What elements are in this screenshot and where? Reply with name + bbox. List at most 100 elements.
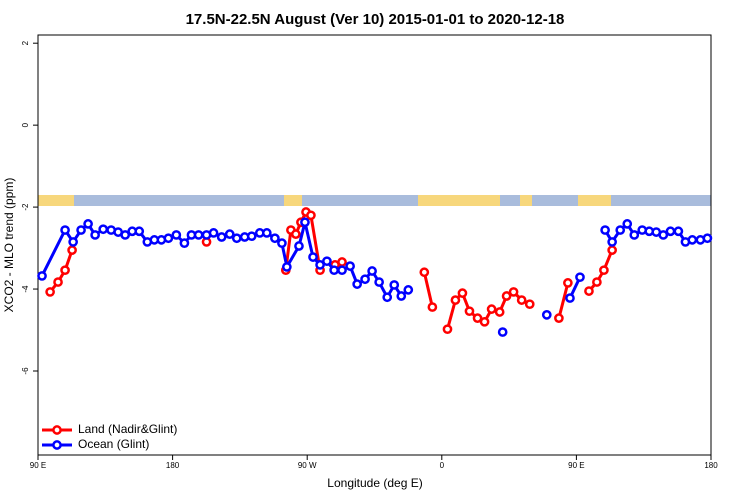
data-point xyxy=(472,313,483,323)
plot-frame xyxy=(37,34,712,456)
data-point xyxy=(306,210,316,221)
x-tick-label: 180 xyxy=(704,461,718,470)
y-axis-label: XCO2 - MLO trend (ppm) xyxy=(2,178,16,313)
data-point xyxy=(457,288,468,298)
data-point xyxy=(629,230,640,240)
legend-marker xyxy=(52,440,62,450)
data-point xyxy=(67,245,77,255)
data-point xyxy=(403,285,414,295)
chart-title: 17.5N-22.5N August (Ver 10) 2015-01-01 t… xyxy=(186,11,565,28)
data-point xyxy=(76,225,86,235)
data-point xyxy=(171,230,182,240)
data-point xyxy=(442,324,453,335)
y-tick-label: 0 xyxy=(21,122,30,127)
data-point xyxy=(37,271,47,281)
data-point xyxy=(494,307,505,317)
data-point xyxy=(282,262,292,272)
x-tick-label: 90 W xyxy=(298,461,317,470)
data-point xyxy=(134,226,145,237)
data-point xyxy=(98,224,109,235)
data-point xyxy=(277,238,287,249)
legend: Land (Nadir&Glint)Ocean (Glint) xyxy=(42,422,177,451)
data-point xyxy=(68,237,78,247)
data-point xyxy=(508,287,519,297)
legend-label: Ocean (Glint) xyxy=(78,437,149,451)
data-point xyxy=(565,293,575,303)
data-point xyxy=(45,287,55,297)
data-point xyxy=(294,241,304,251)
data-point xyxy=(600,225,610,235)
data-point xyxy=(486,304,497,314)
data-point xyxy=(554,313,564,323)
land-strip xyxy=(520,195,532,206)
data-point xyxy=(53,277,63,287)
data-point xyxy=(216,232,227,242)
data-point xyxy=(60,265,70,276)
data-point xyxy=(575,272,585,283)
data-point xyxy=(464,306,475,317)
y-tick-label: -2 xyxy=(21,203,30,211)
y-tick-label: 2 xyxy=(21,40,30,45)
data-point xyxy=(584,286,594,296)
data-point xyxy=(345,261,355,271)
data-point xyxy=(382,292,393,303)
data-point xyxy=(702,233,713,244)
data-point xyxy=(231,233,242,244)
data-point xyxy=(673,226,684,237)
x-tick-label: 180 xyxy=(166,461,180,470)
data-point xyxy=(524,299,535,310)
data-point xyxy=(607,245,617,255)
data-point xyxy=(396,291,407,301)
land-strip xyxy=(418,195,500,206)
data-point xyxy=(360,274,370,285)
data-point xyxy=(665,226,676,237)
data-point xyxy=(120,230,131,240)
data-point xyxy=(607,237,617,247)
data-point xyxy=(516,295,527,305)
data-point xyxy=(419,267,430,278)
data-point xyxy=(224,229,235,239)
y-tick-label: -4 xyxy=(21,285,30,293)
data-point xyxy=(163,233,174,244)
legend-marker xyxy=(52,425,62,435)
data-point xyxy=(179,238,190,249)
x-tick-label: 90 E xyxy=(568,461,584,470)
data-point xyxy=(563,278,573,288)
data-point xyxy=(592,277,602,287)
y-tick-label: -6 xyxy=(21,367,30,375)
data-point xyxy=(308,252,318,262)
data-point xyxy=(83,219,93,229)
data-point xyxy=(367,266,377,276)
x-tick-label: 90 E xyxy=(30,461,46,470)
data-point xyxy=(337,265,347,276)
map-strip xyxy=(38,195,711,206)
data-point xyxy=(374,277,384,287)
data-point xyxy=(622,219,633,229)
data-point xyxy=(599,265,609,276)
data-point xyxy=(541,310,552,320)
x-tick-label: 0 xyxy=(440,461,445,470)
data-point xyxy=(270,233,280,244)
data-point xyxy=(337,257,347,267)
data-point xyxy=(389,280,400,290)
data-point xyxy=(90,230,100,240)
data-point xyxy=(352,279,363,289)
data-point xyxy=(615,225,626,235)
data-point xyxy=(329,265,339,276)
land-strip xyxy=(284,195,302,206)
data-point xyxy=(261,228,272,238)
x-axis-label: Longitude (deg E) xyxy=(327,476,422,490)
data-point xyxy=(497,327,508,337)
data-point xyxy=(193,230,204,240)
data-point xyxy=(658,230,669,240)
legend-label: Land (Nadir&Glint) xyxy=(78,422,177,436)
data-point xyxy=(450,295,461,305)
land-strip xyxy=(578,195,611,206)
ocean-strip xyxy=(38,195,711,206)
data-point xyxy=(290,229,301,239)
data-point xyxy=(60,225,70,235)
land-strip xyxy=(38,195,74,206)
data-point xyxy=(479,316,490,327)
data-point xyxy=(501,291,512,301)
